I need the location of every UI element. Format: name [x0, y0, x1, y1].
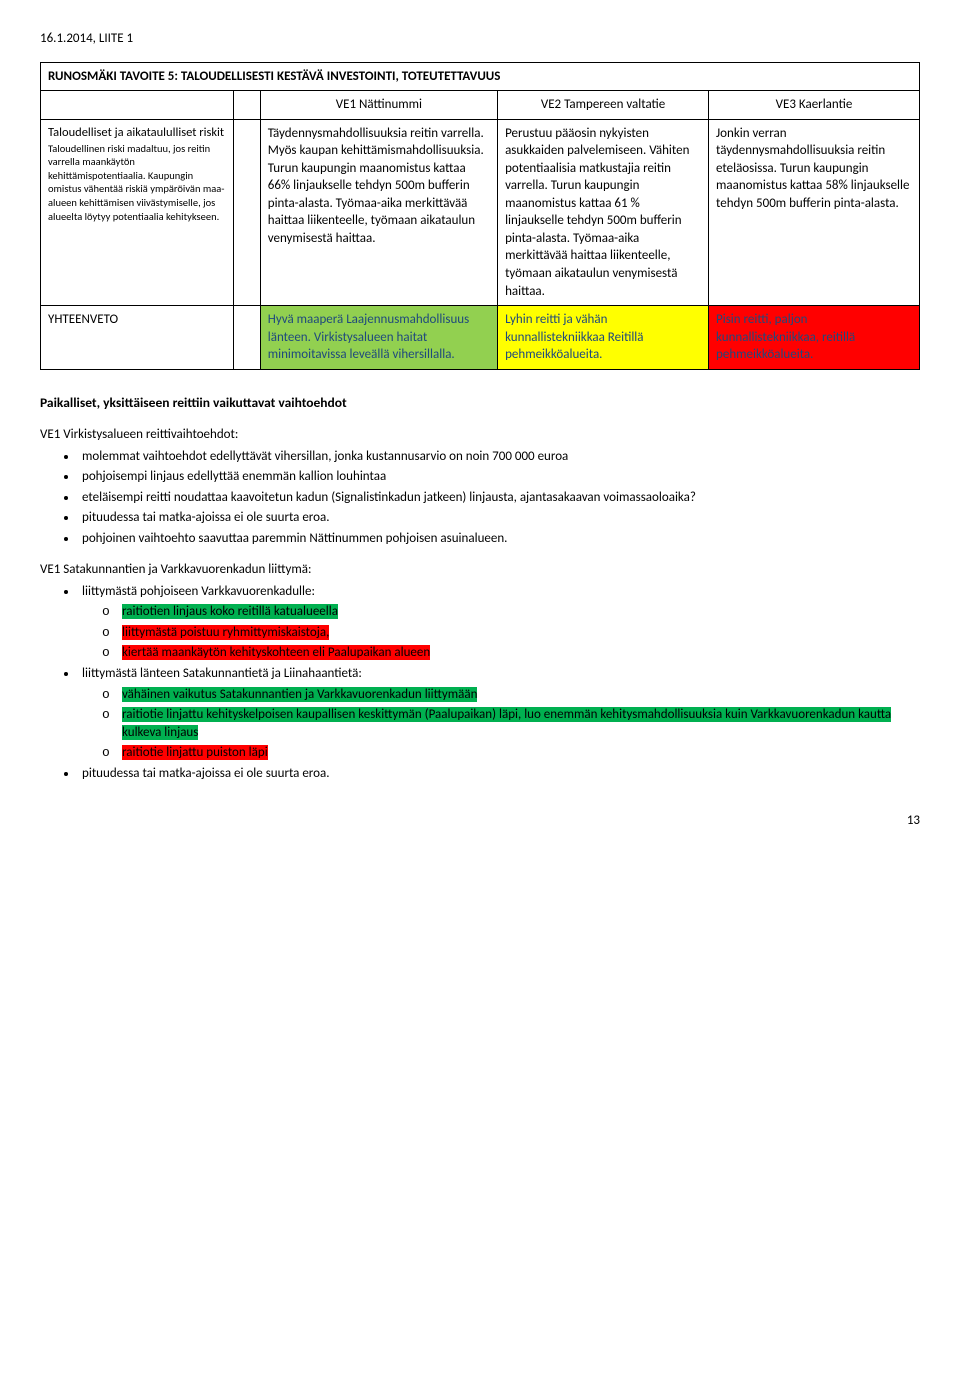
row2-ve1: Hyvä maaperä Laajennusmahdollisuus länte…	[260, 306, 497, 370]
sec2-b2-sub: vähäinen vaikutus Satakunnantien ja Vark…	[82, 686, 920, 762]
sec2-b3: pituudessa tai matka-ajoissa ei ole suur…	[78, 765, 920, 783]
row1-ve3: Jonkin verran täydennysmahdollisuuksia r…	[709, 119, 920, 305]
section-title: Paikalliset, yksittäiseen reittiin vaiku…	[40, 394, 920, 412]
sec2-b2b-text: raitiotie linjattu kehityskelpoisen kaup…	[122, 707, 891, 740]
comparison-table: RUNOSMÄKI TAVOITE 5: TALOUDELLISESTI KES…	[40, 62, 920, 370]
sec1-b2: pohjoisempi linjaus edellyttää enemmän k…	[78, 468, 920, 486]
sec1-list: molemmat vaihtoehdot edellyttävät vihers…	[40, 448, 920, 548]
sec1-b5: pohjoinen vaihtoehto saavuttaa paremmin …	[78, 530, 920, 548]
sec2-b1b-text: liittymästä poistuu ryhmittymiskaistoja,	[122, 625, 329, 640]
sec2-b2a-text: vähäinen vaikutus Satakunnantien ja Vark…	[122, 687, 477, 702]
sec2-b1c: kiertää maankäytön kehityskohteen eli Pa…	[102, 644, 920, 662]
col-header-ve2: VE2 Tampereen valtatie	[498, 91, 709, 120]
row1-blank	[234, 119, 260, 305]
col-header-ve3: VE3 Kaerlantie	[709, 91, 920, 120]
row2-blank	[234, 306, 260, 370]
sec2-b1-sub: raitiotien linjaus koko reitillä katualu…	[82, 603, 920, 662]
section-ve1-satakunnantie: VE1 Satakunnantien ja Varkkavuorenkadun …	[40, 561, 920, 782]
row2-label: YHTEENVETO	[41, 306, 234, 370]
sec2-b2c-text: raitiotie linjattu puiston läpi	[122, 745, 268, 760]
sec2-b1b: liittymästä poistuu ryhmittymiskaistoja,	[102, 624, 920, 642]
sec2-b1c-text: kiertää maankäytön kehityskohteen eli Pa…	[122, 645, 430, 660]
sec2-title: VE1 Satakunnantien ja Varkkavuorenkadun …	[40, 561, 920, 579]
table-title: RUNOSMÄKI TAVOITE 5: TALOUDELLISESTI KES…	[41, 62, 920, 91]
sec2-b1a: raitiotien linjaus koko reitillä katualu…	[102, 603, 920, 621]
sec2-b2: liittymästä länteen Satakunnantietä ja L…	[78, 665, 920, 762]
sec1-b3: eteläisempi reitti noudattaa kaavoitetun…	[78, 489, 920, 507]
sec1-title: VE1 Virkistysalueen reittivaihtoehdot:	[40, 426, 920, 444]
sec1-b1: molemmat vaihtoehdot edellyttävät vihers…	[78, 448, 920, 466]
sec2-b2b: raitiotie linjattu kehityskelpoisen kaup…	[102, 706, 920, 741]
col-header-ve1: VE1 Nättinummi	[260, 91, 497, 120]
sec2-b2-text: liittymästä länteen Satakunnantietä ja L…	[82, 666, 362, 681]
section-ve1-virkistys: VE1 Virkistysalueen reittivaihtoehdot: m…	[40, 426, 920, 547]
sec2-b2c: raitiotie linjattu puiston läpi	[102, 744, 920, 762]
row1-label: Taloudelliset ja aikataululliset riskit …	[41, 119, 234, 305]
header-blank-2	[234, 91, 260, 120]
sec2-b1a-text: raitiotien linjaus koko reitillä katualu…	[122, 604, 338, 619]
page-number: 13	[40, 812, 920, 830]
row2-ve2: Lyhin reitti ja vähän kunnallistekniikka…	[498, 306, 709, 370]
row1-label-title: Taloudelliset ja aikataululliset riskit	[48, 125, 226, 142]
sec2-list: liittymästä pohjoiseen Varkkavuorenkadul…	[40, 583, 920, 782]
sec2-b1-text: liittymästä pohjoiseen Varkkavuorenkadul…	[82, 584, 315, 599]
row1-label-sub: Taloudellinen riski madaltuu, jos reitin…	[48, 142, 226, 224]
sec2-b1: liittymästä pohjoiseen Varkkavuorenkadul…	[78, 583, 920, 662]
sec1-b4: pituudessa tai matka-ajoissa ei ole suur…	[78, 509, 920, 527]
header-blank-1	[41, 91, 234, 120]
row2-ve3: Pisin reitti, paljon kunnallistekniikkaa…	[709, 306, 920, 370]
document-header: 16.1.2014, LIITE 1	[40, 30, 920, 48]
sec2-b2a: vähäinen vaikutus Satakunnantien ja Vark…	[102, 686, 920, 704]
row1-ve2: Perustuu pääosin nykyisten asukkaiden pa…	[498, 119, 709, 305]
row1-ve1: Täydennysmahdollisuuksia reitin varrella…	[260, 119, 497, 305]
